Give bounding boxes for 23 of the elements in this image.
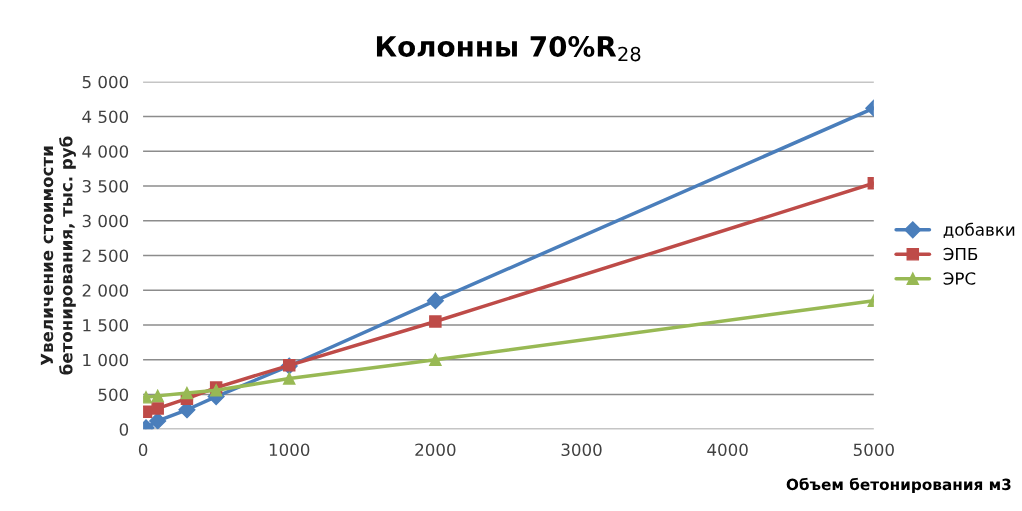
chart-title: Колонны 70%R$_{28}$ <box>376 35 641 62</box>
x-tick-label: 4000 <box>707 443 748 457</box>
y-tick-label: 3 000 <box>82 214 129 228</box>
x-axis-title: Объем бетонирования м3 <box>786 477 1011 494</box>
x-tick-label: 0 <box>138 443 148 457</box>
y-tick-label: 3 500 <box>82 179 129 193</box>
x-tick-label: 3000 <box>561 443 602 457</box>
x-tick-label: 2000 <box>415 443 456 457</box>
y-tick-label: 1 500 <box>83 318 129 332</box>
y-axis-title: Увеличение стоимости бетонирования, тыс. руб <box>40 136 76 375</box>
y-tick-label: 4 000 <box>82 145 129 158</box>
y-tick-label: 2 500 <box>82 249 129 263</box>
legend-label: добавки <box>943 222 1015 238</box>
y-tick-label: 4 500 <box>82 110 129 124</box>
x-tick-label: 5000 <box>853 443 894 457</box>
y-tick-label: 500 <box>98 388 129 402</box>
y-tick-label: 5 000 <box>82 75 129 89</box>
y-tick-label: 0 <box>119 423 129 436</box>
y-tick-label: 2 000 <box>82 284 129 297</box>
y-tick-label: 1 000 <box>83 353 129 367</box>
x-tick-label: 1000 <box>269 443 310 457</box>
legend-label: ЭПБ <box>943 247 978 261</box>
legend-label: ЭРС <box>943 272 976 285</box>
